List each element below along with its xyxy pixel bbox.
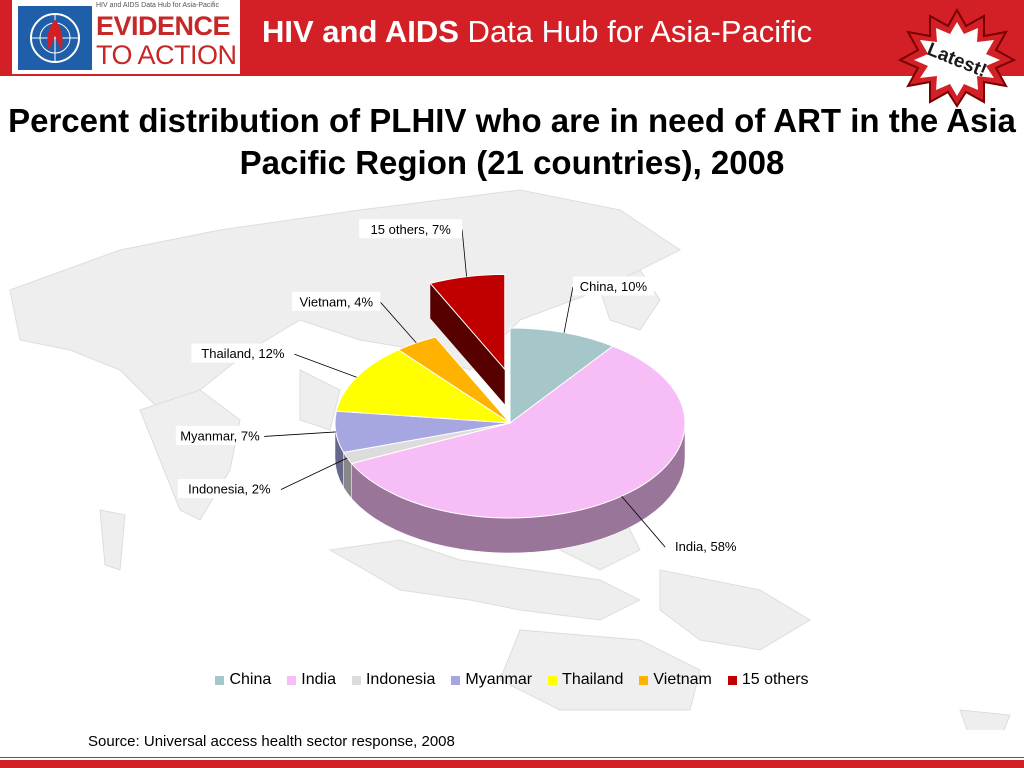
leader-line-indonesia <box>280 457 348 491</box>
leader-line-china <box>563 286 574 333</box>
legend-swatch-myanmar <box>451 675 461 685</box>
data-label-vietnam: Vietnam, 4% <box>292 291 417 344</box>
leader-line-india <box>621 495 666 548</box>
legend-label-thailand: Thailand <box>562 671 624 688</box>
source-note: Source: Universal access health sector r… <box>88 733 455 750</box>
pie-wall-15-others <box>430 283 505 405</box>
hub-title-bold: HIV and AIDS <box>262 14 459 49</box>
legend-label-india: India <box>301 671 336 688</box>
legend-label-vietnam: Vietnam <box>653 671 712 688</box>
pie-slice-15-others[interactable] <box>429 273 506 371</box>
label-box-china <box>572 276 654 296</box>
label-box-15-others <box>359 219 463 239</box>
legend-swatch-thailand <box>548 675 558 685</box>
chart-title: Percent distribution of PLHIV who are in… <box>8 102 1016 181</box>
data-label-indonesia: Indonesia, 2% <box>177 457 348 499</box>
label-text-thailand: Thailand, 12% <box>201 346 285 361</box>
data-label-thailand: Thailand, 12% <box>191 343 357 378</box>
legend-item-vietnam: Vietnam <box>639 671 712 689</box>
chart-legend: China India Indonesia Myanmar Thailand Vietna… <box>0 671 1024 689</box>
label-text-myanmar: Myanmar, 7% <box>180 428 260 443</box>
header-banner: HIV and AIDS Data Hub for Asia-Pacific E… <box>0 0 1024 76</box>
legend-item-indonesia: Indonesia <box>351 671 436 689</box>
pie-slice-thailand[interactable] <box>335 349 512 424</box>
label-text-china: China, 10% <box>580 279 648 294</box>
legend-item-myanmar: Myanmar <box>451 671 532 689</box>
legend-label-indonesia: Indonesia <box>365 671 436 688</box>
label-box-indonesia <box>177 479 281 499</box>
legend-swatch-vietnam <box>639 675 649 685</box>
label-box-india <box>665 536 747 556</box>
label-text-indonesia: Indonesia, 2% <box>188 482 271 497</box>
legend-item-thailand: Thailand <box>548 671 623 689</box>
legend-label-myanmar: Myanmar <box>465 671 533 688</box>
label-box-thailand <box>191 343 295 363</box>
legend-swatch-15-others <box>727 675 737 685</box>
evidence-to-action-logo[interactable]: HIV and AIDS Data Hub for Asia-Pacific E… <box>12 0 240 74</box>
logo-tagline: HIV and AIDS Data Hub for Asia-Pacific <box>96 2 219 9</box>
data-label-myanmar: Myanmar, 7% <box>175 425 336 445</box>
un-emblem-icon <box>18 6 92 70</box>
leader-line-thailand <box>294 353 357 378</box>
legend-item-15-others: 15 others <box>727 671 809 689</box>
legend-label-china: China <box>229 671 272 688</box>
label-box-vietnam <box>292 291 381 311</box>
label-text-vietnam: Vietnam, 4% <box>300 294 374 309</box>
data-label-15-others: 15 others, 7% <box>359 219 467 277</box>
legend-label-15-others: 15 others <box>741 671 809 688</box>
latest-badge[interactable]: Latest! <box>898 8 1016 108</box>
leader-line-vietnam <box>380 301 417 344</box>
legend-item-china: China <box>215 671 271 689</box>
hub-title: HIV and AIDS Data Hub for Asia-Pacific <box>262 14 812 50</box>
legend-swatch-china <box>215 675 225 685</box>
label-text-india: India, 58% <box>675 539 737 554</box>
legend-swatch-indonesia <box>351 675 361 685</box>
data-label-india: India, 58% <box>621 495 747 556</box>
legend-item-india: India <box>287 671 336 689</box>
logo-text-evidence: EVIDENCE <box>96 11 231 41</box>
leader-line-15-others <box>461 229 467 277</box>
pie-slice-india[interactable] <box>350 345 686 519</box>
label-text-15-others: 15 others, 7% <box>371 222 452 237</box>
hub-title-rest: Data Hub for Asia-Pacific <box>458 14 813 49</box>
leader-line-myanmar <box>264 431 336 437</box>
footer-bar <box>0 760 1024 768</box>
data-label-china: China, 10% <box>563 276 654 333</box>
logo-text-to-action: TO ACTION <box>96 40 237 70</box>
label-box-myanmar <box>175 425 265 445</box>
footer-line <box>0 757 1024 758</box>
legend-swatch-india <box>287 675 297 685</box>
